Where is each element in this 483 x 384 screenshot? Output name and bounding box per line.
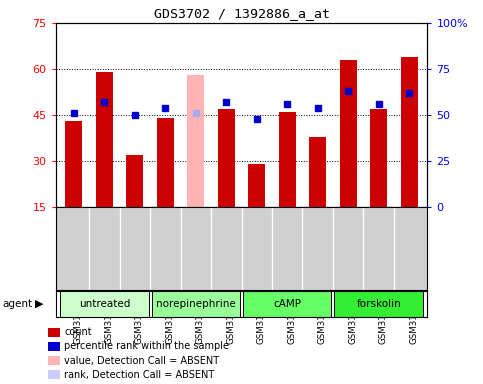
Bar (152, 291, 240, 317)
Text: value, Detection Call = ABSENT: value, Detection Call = ABSENT (64, 356, 219, 366)
Text: forskolin: forskolin (356, 299, 401, 309)
Text: count: count (64, 327, 92, 337)
Text: agent: agent (2, 299, 32, 309)
Bar (127, 155, 143, 207)
Text: rank, Detection Call = ABSENT: rank, Detection Call = ABSENT (64, 370, 214, 380)
Bar (335, 291, 423, 317)
Text: untreated: untreated (79, 299, 130, 309)
Bar (60, 291, 149, 317)
Bar (340, 60, 356, 207)
Bar (309, 137, 326, 207)
Text: percentile rank within the sample: percentile rank within the sample (64, 341, 229, 351)
Bar (66, 121, 82, 207)
Text: ▶: ▶ (35, 299, 43, 309)
Bar (157, 118, 174, 207)
Bar (248, 164, 265, 207)
Text: cAMP: cAMP (273, 299, 301, 309)
Title: GDS3702 / 1392886_a_at: GDS3702 / 1392886_a_at (154, 7, 329, 20)
Bar (243, 291, 331, 317)
Bar (96, 72, 113, 207)
Text: norepinephrine: norepinephrine (156, 299, 236, 309)
Bar (401, 57, 417, 207)
Bar (187, 75, 204, 207)
Bar (279, 112, 296, 207)
Bar (218, 109, 235, 207)
Bar (370, 109, 387, 207)
